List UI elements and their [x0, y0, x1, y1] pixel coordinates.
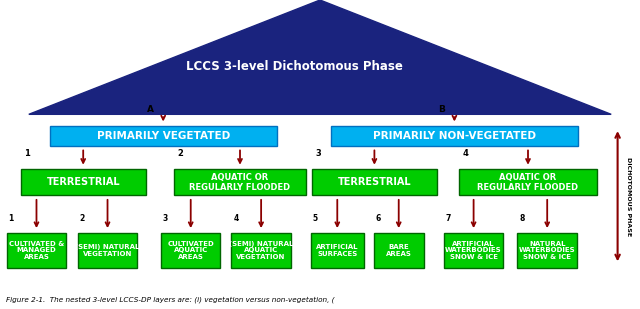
Text: 7: 7 — [445, 214, 451, 223]
Text: 4: 4 — [462, 149, 468, 158]
Text: B: B — [438, 104, 445, 113]
FancyBboxPatch shape — [374, 232, 424, 268]
FancyBboxPatch shape — [311, 232, 364, 268]
Text: CULTIVATED
AQUATIC
AREAS: CULTIVATED AQUATIC AREAS — [167, 241, 214, 260]
Text: 3: 3 — [315, 149, 321, 158]
FancyBboxPatch shape — [50, 126, 277, 146]
Text: ARTIFICIAL
WATERBODIES
SNOW & ICE: ARTIFICIAL WATERBODIES SNOW & ICE — [445, 241, 502, 260]
FancyBboxPatch shape — [312, 169, 436, 195]
Text: Figure 2-1.  The nested 3-level LCCS-DP layers are: (i) vegetation versus non-ve: Figure 2-1. The nested 3-level LCCS-DP l… — [6, 296, 335, 303]
Text: LCCS 3-level Dichotomous Phase: LCCS 3-level Dichotomous Phase — [186, 60, 403, 73]
Text: 1: 1 — [24, 149, 30, 158]
Text: NATURAL
WATERBODIES
SNOW & ICE: NATURAL WATERBODIES SNOW & ICE — [519, 241, 575, 260]
Text: CULTIVATED &
MANAGED
AREAS: CULTIVATED & MANAGED AREAS — [9, 241, 64, 260]
Text: 8: 8 — [520, 214, 525, 223]
FancyBboxPatch shape — [78, 232, 138, 268]
Text: 1: 1 — [9, 214, 14, 223]
FancyBboxPatch shape — [174, 169, 306, 195]
Text: (SEMI) NATURAL
AQUATIC
VEGETATION: (SEMI) NATURAL AQUATIC VEGETATION — [229, 241, 293, 260]
Text: TERRESTRIAL: TERRESTRIAL — [46, 177, 120, 187]
FancyBboxPatch shape — [332, 126, 578, 146]
Text: DICHOTOMOUS PHASE: DICHOTOMOUS PHASE — [626, 157, 631, 236]
FancyBboxPatch shape — [444, 232, 504, 268]
Text: PRIMARILY VEGETATED: PRIMARILY VEGETATED — [97, 131, 230, 141]
FancyBboxPatch shape — [20, 169, 146, 195]
Text: 6: 6 — [376, 214, 381, 223]
Text: TERRESTRIAL: TERRESTRIAL — [337, 177, 412, 187]
Text: PRIMARILY NON-VEGETATED: PRIMARILY NON-VEGETATED — [373, 131, 536, 141]
FancyBboxPatch shape — [232, 232, 291, 268]
Text: A: A — [147, 104, 154, 113]
Text: ARTIFICIAL
SURFACES: ARTIFICIAL SURFACES — [316, 244, 358, 256]
Text: AQUATIC OR
REGULARLY FLOODED: AQUATIC OR REGULARLY FLOODED — [477, 173, 579, 192]
FancyBboxPatch shape — [459, 169, 596, 195]
Text: 3: 3 — [163, 214, 168, 223]
Text: AQUATIC OR
REGULARLY FLOODED: AQUATIC OR REGULARLY FLOODED — [189, 173, 291, 192]
Polygon shape — [29, 0, 611, 114]
Text: 5: 5 — [313, 214, 318, 223]
FancyBboxPatch shape — [518, 232, 577, 268]
Text: BARE
AREAS: BARE AREAS — [386, 244, 412, 256]
FancyBboxPatch shape — [7, 232, 67, 268]
Text: 2: 2 — [178, 149, 184, 158]
FancyBboxPatch shape — [161, 232, 220, 268]
Text: (SEMI) NATURAL
VEGETATION: (SEMI) NATURAL VEGETATION — [76, 244, 140, 256]
Text: 4: 4 — [234, 214, 239, 223]
Text: 2: 2 — [80, 214, 85, 223]
